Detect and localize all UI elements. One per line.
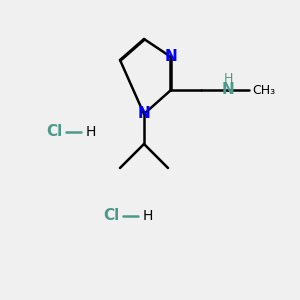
Text: H: H [223,73,233,85]
Text: Cl: Cl [46,124,62,140]
Text: Cl: Cl [103,208,119,224]
Text: H: H [142,209,153,223]
Text: N: N [222,82,234,98]
Text: CH₃: CH₃ [252,83,275,97]
Text: N: N [165,50,177,64]
Text: N: N [138,106,150,122]
Text: H: H [85,125,96,139]
